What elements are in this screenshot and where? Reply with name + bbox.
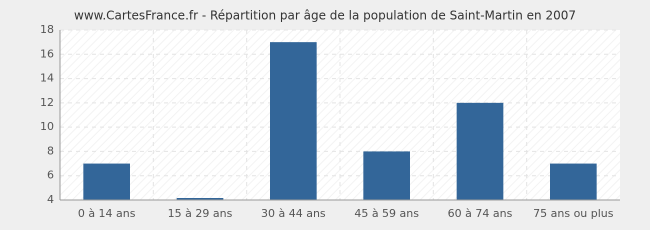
x-tick-label: 60 à 74 ans	[448, 207, 513, 220]
y-tick-label: 4	[47, 193, 54, 206]
bar	[363, 151, 410, 200]
y-tick-label: 10	[40, 120, 54, 133]
y-tick-label: 18	[40, 23, 54, 36]
bar	[456, 102, 504, 200]
y-tick-label: 8	[47, 144, 54, 157]
bar	[176, 198, 224, 200]
x-tick-label: 15 à 29 ans	[168, 207, 233, 220]
x-tick-label: 0 à 14 ans	[78, 207, 136, 220]
bar	[83, 163, 130, 200]
chart: www.CartesFrance.fr - Répartition par âg…	[0, 0, 650, 230]
x-tick-label: 45 à 59 ans	[354, 207, 419, 220]
y-tick-label: 6	[47, 169, 54, 182]
y-tick-label: 14	[40, 72, 54, 85]
plot-area	[60, 30, 620, 200]
bar	[270, 42, 317, 201]
chart-title: www.CartesFrance.fr - Répartition par âg…	[74, 9, 576, 23]
bar	[550, 163, 597, 200]
x-tick-label: 75 ans ou plus	[533, 207, 614, 220]
y-tick-label: 12	[40, 96, 54, 109]
y-tick-label: 16	[40, 47, 54, 60]
x-tick-label: 30 à 44 ans	[261, 207, 326, 220]
